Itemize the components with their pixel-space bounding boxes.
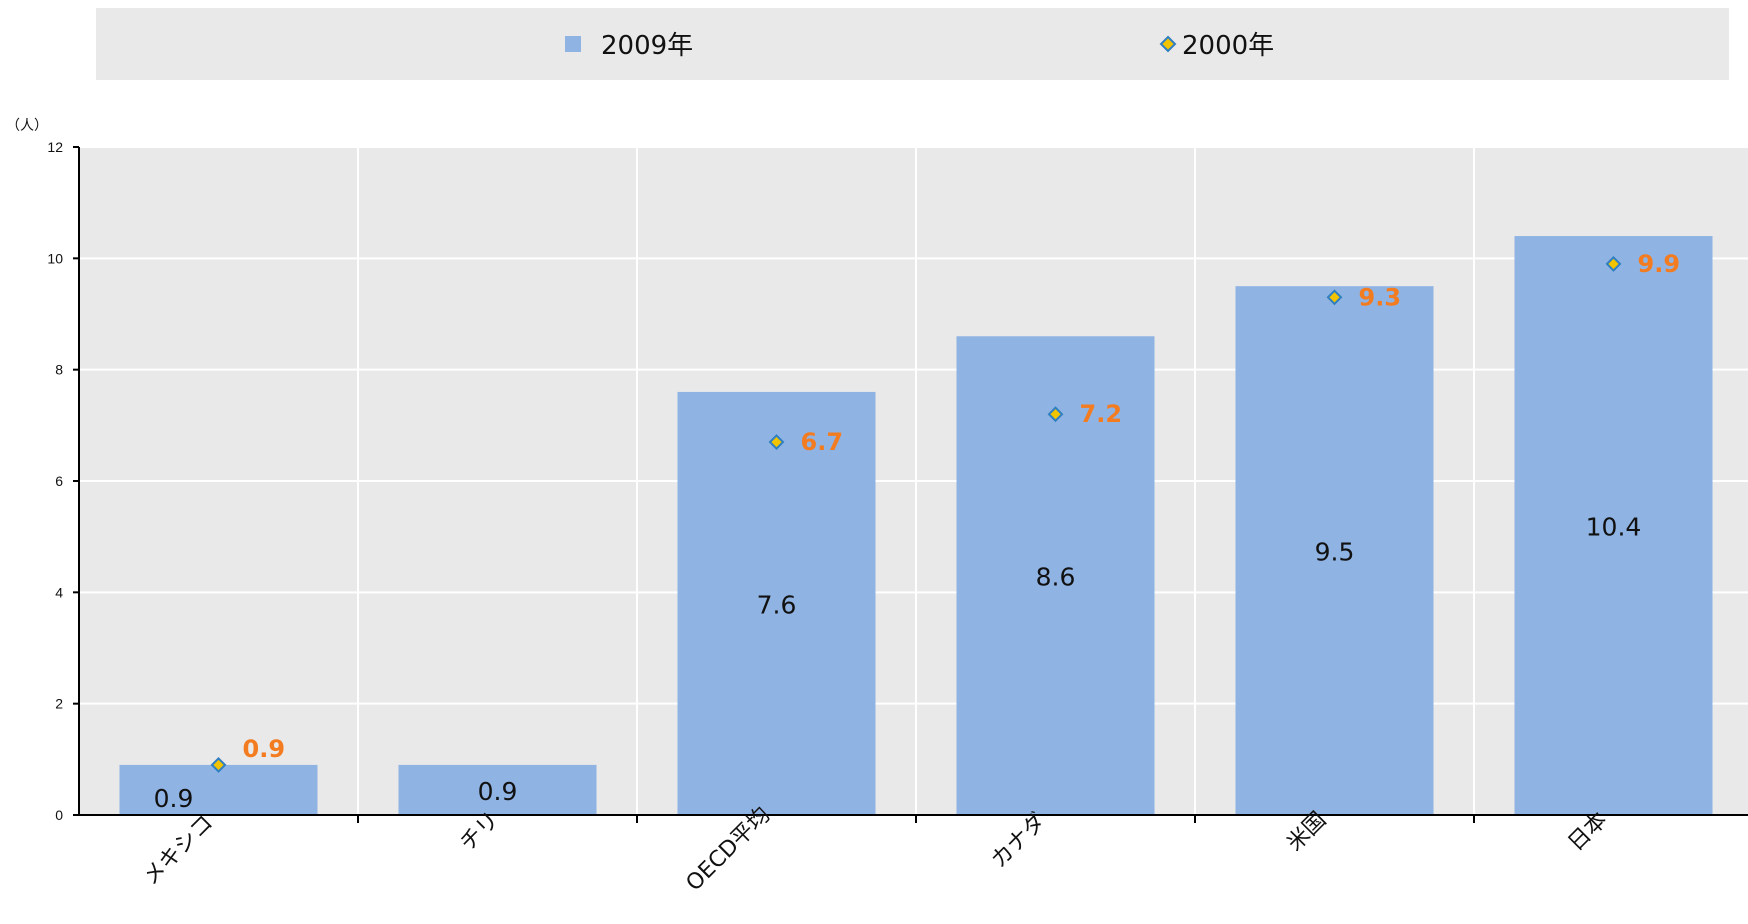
x-labels-group: メキシコ チリ OECD平均 カナダ 米国 日本 bbox=[139, 803, 1613, 897]
bar-2009 bbox=[677, 391, 876, 815]
y-tick-label: 0 bbox=[55, 807, 63, 823]
y-tick-label: 10 bbox=[47, 250, 63, 266]
x-category-label: OECD平均 bbox=[682, 803, 776, 897]
legend-label-2000: 2000年 bbox=[1182, 31, 1274, 61]
marker-value-label: 7.2 bbox=[1080, 400, 1123, 428]
y-tick-label: 4 bbox=[55, 584, 63, 600]
bar-2009 bbox=[1235, 286, 1434, 816]
bar-2009 bbox=[119, 764, 318, 815]
bar-value-label: 10.4 bbox=[1586, 513, 1642, 542]
bar-value-label: 8.6 bbox=[1036, 563, 1076, 592]
marker-2000 bbox=[1326, 289, 1343, 306]
legend: 2009年 2000年 bbox=[96, 8, 1729, 80]
axes-group bbox=[73, 146, 1748, 823]
legend-background bbox=[96, 8, 1729, 80]
y-ticks-group: 0 2 4 6 8 10 12 bbox=[47, 139, 63, 823]
marker-2000 bbox=[210, 756, 227, 773]
bar-value-label: 0.9 bbox=[154, 784, 194, 813]
bar-value-label: 7.6 bbox=[757, 590, 797, 619]
bar-2009 bbox=[1514, 236, 1713, 816]
marker-2000 bbox=[1047, 406, 1064, 423]
bar-value-label: 0.9 bbox=[478, 777, 518, 806]
marker-2000 bbox=[768, 434, 785, 450]
y-tick-label: 8 bbox=[55, 362, 63, 378]
x-category-label: カナダ bbox=[987, 809, 1051, 873]
marker-value-label: 9.3 bbox=[1359, 283, 1402, 311]
y-axis-unit-label: （人） bbox=[6, 117, 48, 133]
x-category-label: メキシコ bbox=[139, 810, 219, 890]
bar-value-label: 9.5 bbox=[1315, 538, 1355, 567]
y-tick-label: 2 bbox=[55, 696, 63, 712]
bar-2009 bbox=[398, 764, 597, 815]
marker-value-label: 0.9 bbox=[243, 735, 286, 763]
legend-marker-2000 bbox=[1159, 35, 1177, 53]
marker-value-label: 9.9 bbox=[1638, 250, 1681, 278]
point-labels-group: 0.9 6.7 7.2 9.3 9.9 bbox=[243, 250, 1681, 763]
y-tick-label: 12 bbox=[47, 139, 63, 155]
y-tick-label: 6 bbox=[55, 473, 63, 489]
legend-label-2009: 2009年 bbox=[601, 31, 693, 61]
grid-group bbox=[79, 146, 1748, 816]
marker-value-label: 6.7 bbox=[801, 428, 844, 456]
legend-swatch-2009 bbox=[565, 36, 581, 52]
markers-group bbox=[210, 255, 1622, 773]
bars-group bbox=[119, 236, 1713, 816]
marker-2000 bbox=[1605, 255, 1622, 272]
bar-labels-group: 0.9 0.9 7.6 8.6 9.5 10.4 bbox=[154, 513, 1642, 813]
